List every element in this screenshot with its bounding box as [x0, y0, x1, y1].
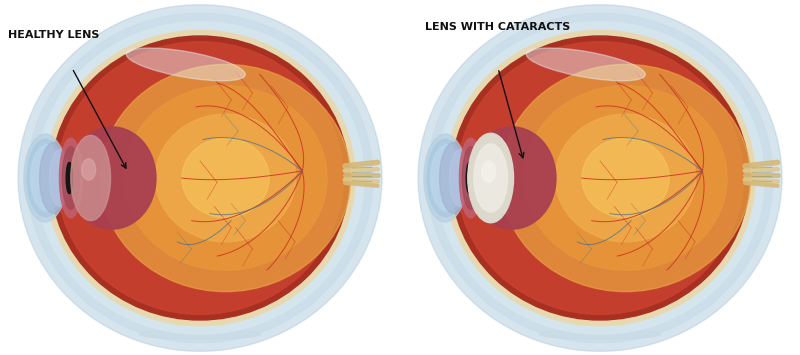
Ellipse shape — [540, 329, 660, 339]
Text: HEALTHY LENS: HEALTHY LENS — [8, 30, 99, 40]
Ellipse shape — [427, 13, 773, 343]
Ellipse shape — [24, 134, 66, 222]
Ellipse shape — [430, 145, 462, 211]
Ellipse shape — [45, 30, 355, 326]
Ellipse shape — [468, 127, 556, 229]
Ellipse shape — [124, 86, 327, 270]
Ellipse shape — [555, 114, 696, 242]
Ellipse shape — [101, 64, 350, 291]
Ellipse shape — [427, 139, 465, 217]
Ellipse shape — [457, 42, 743, 314]
Ellipse shape — [59, 138, 82, 218]
Ellipse shape — [155, 114, 296, 242]
Ellipse shape — [39, 142, 68, 213]
Ellipse shape — [462, 147, 479, 209]
Ellipse shape — [474, 144, 507, 212]
Ellipse shape — [418, 5, 782, 351]
Ellipse shape — [27, 13, 373, 343]
Ellipse shape — [526, 48, 646, 81]
Ellipse shape — [51, 36, 349, 320]
Ellipse shape — [27, 139, 65, 217]
Ellipse shape — [50, 149, 70, 206]
Ellipse shape — [126, 48, 246, 81]
Ellipse shape — [68, 127, 156, 229]
Ellipse shape — [18, 5, 382, 351]
Ellipse shape — [436, 22, 764, 334]
Ellipse shape — [70, 135, 110, 220]
Ellipse shape — [30, 145, 62, 211]
Ellipse shape — [66, 162, 73, 193]
Ellipse shape — [62, 147, 79, 209]
Ellipse shape — [82, 159, 96, 180]
Ellipse shape — [468, 133, 514, 223]
Ellipse shape — [140, 329, 260, 339]
Ellipse shape — [439, 142, 468, 213]
Ellipse shape — [36, 22, 364, 334]
Ellipse shape — [501, 64, 750, 291]
Ellipse shape — [451, 36, 749, 320]
Ellipse shape — [57, 42, 343, 314]
Ellipse shape — [445, 30, 755, 326]
Text: LENS WITH CATARACTS: LENS WITH CATARACTS — [425, 22, 570, 32]
Ellipse shape — [466, 162, 473, 193]
Ellipse shape — [459, 138, 482, 218]
Ellipse shape — [524, 86, 727, 270]
Ellipse shape — [182, 138, 270, 218]
Ellipse shape — [582, 138, 670, 218]
Ellipse shape — [450, 149, 470, 206]
Ellipse shape — [482, 161, 496, 182]
Ellipse shape — [424, 134, 466, 222]
